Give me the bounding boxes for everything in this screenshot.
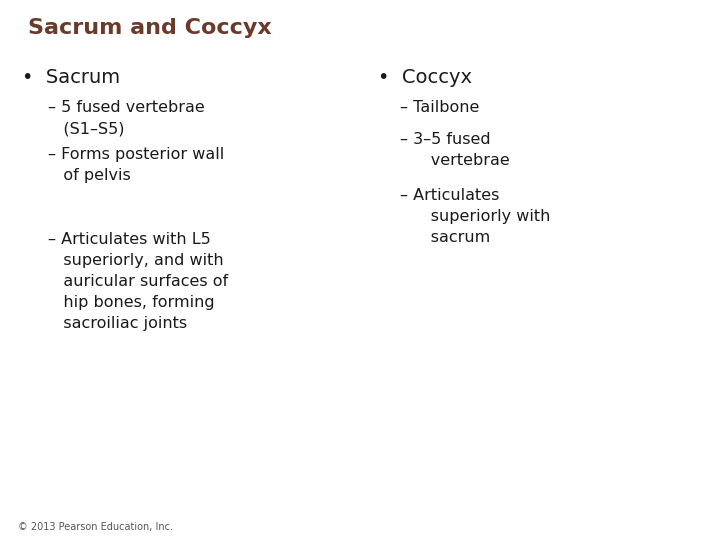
Text: – 5 fused vertebrae
   (S1–S5): – 5 fused vertebrae (S1–S5) bbox=[48, 100, 204, 136]
Text: – Tailbone: – Tailbone bbox=[400, 100, 480, 115]
Text: – Articulates with L5
   superiorly, and with
   auricular surfaces of
   hip bo: – Articulates with L5 superiorly, and wi… bbox=[48, 232, 228, 331]
Text: Sacrum and Coccyx: Sacrum and Coccyx bbox=[28, 18, 271, 38]
Text: •  Coccyx: • Coccyx bbox=[378, 68, 472, 87]
Text: © 2013 Pearson Education, Inc.: © 2013 Pearson Education, Inc. bbox=[18, 522, 173, 532]
Text: – 3–5 fused
      vertebrae: – 3–5 fused vertebrae bbox=[400, 132, 510, 168]
Text: •  Sacrum: • Sacrum bbox=[22, 68, 120, 87]
Text: – Forms posterior wall
   of pelvis: – Forms posterior wall of pelvis bbox=[48, 147, 224, 183]
Text: – Articulates
      superiorly with
      sacrum: – Articulates superiorly with sacrum bbox=[400, 188, 550, 245]
